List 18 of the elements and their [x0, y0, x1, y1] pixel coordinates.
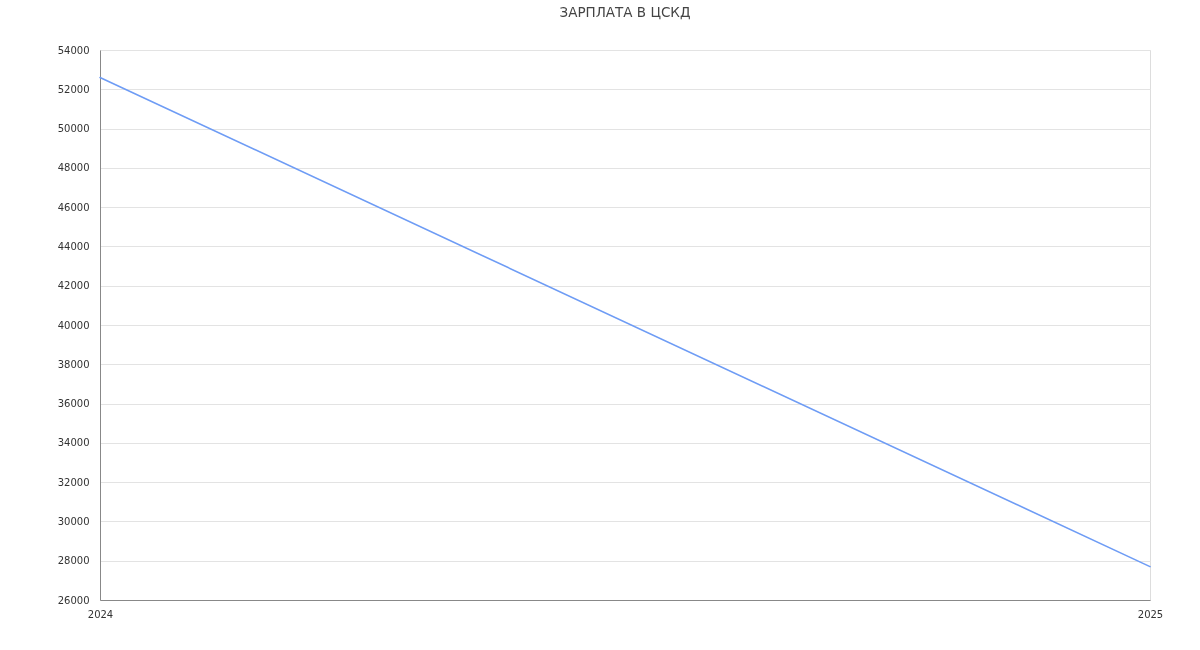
y-tick-label: 48000: [57, 162, 90, 174]
y-tick-label: 30000: [57, 515, 90, 527]
y-tick-label: 26000: [57, 594, 90, 606]
y-tick-label: 40000: [57, 319, 90, 331]
y-tick-label: 36000: [57, 398, 90, 410]
y-tick-label: 38000: [57, 358, 90, 370]
y-tick-label: 54000: [57, 44, 90, 56]
y-tick-label: 52000: [57, 83, 90, 95]
y-tick-label: 42000: [57, 280, 90, 292]
y-tick-label: 44000: [57, 240, 90, 252]
y-tick-label: 34000: [57, 437, 90, 449]
y-tick-label: 32000: [57, 476, 90, 488]
x-tick-label: 2025: [1137, 608, 1164, 620]
chart-title: ЗАРПЛАТА В ЦСКД: [559, 3, 691, 20]
y-tick-label: 46000: [57, 201, 90, 213]
x-tick-label: 2024: [87, 608, 114, 620]
y-tick-label: 28000: [57, 555, 90, 567]
y-tick-label: 50000: [57, 123, 90, 135]
